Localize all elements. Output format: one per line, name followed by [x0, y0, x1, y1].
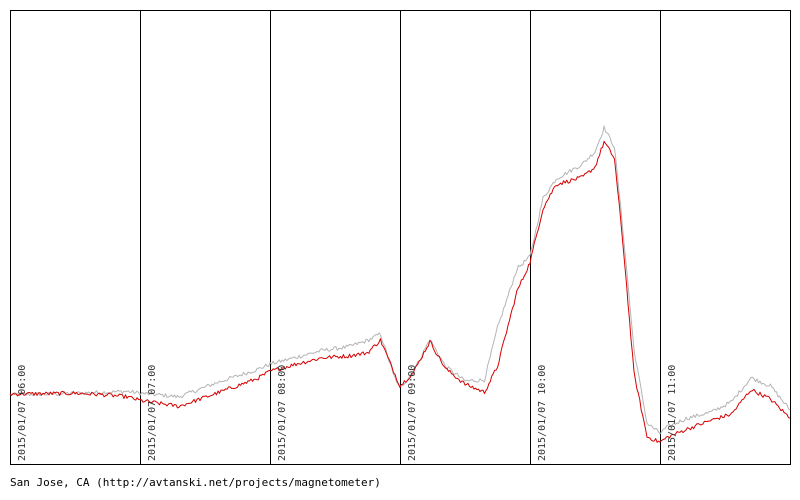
x-tick-label: 2015/01/07 10:00 — [537, 365, 548, 461]
x-tick-label: 2015/01/07 11:00 — [667, 365, 678, 461]
red-series-line — [9, 140, 791, 443]
x-tick-label: 2015/01/07 07:00 — [147, 365, 158, 461]
x-tick-label: 2015/01/07 09:00 — [407, 365, 418, 461]
vertical-gridlines — [140, 10, 661, 464]
chart-caption: San Jose, CA (http://avtanski.net/projec… — [10, 476, 381, 489]
series-layer — [9, 125, 791, 443]
x-tick-label: 2015/01/07 06:00 — [17, 365, 28, 461]
x-tick-label: 2015/01/07 08:00 — [277, 365, 288, 461]
x-tick-labels: 2015/01/07 06:00 2015/01/07 07:00 2015/01/… — [17, 365, 678, 461]
